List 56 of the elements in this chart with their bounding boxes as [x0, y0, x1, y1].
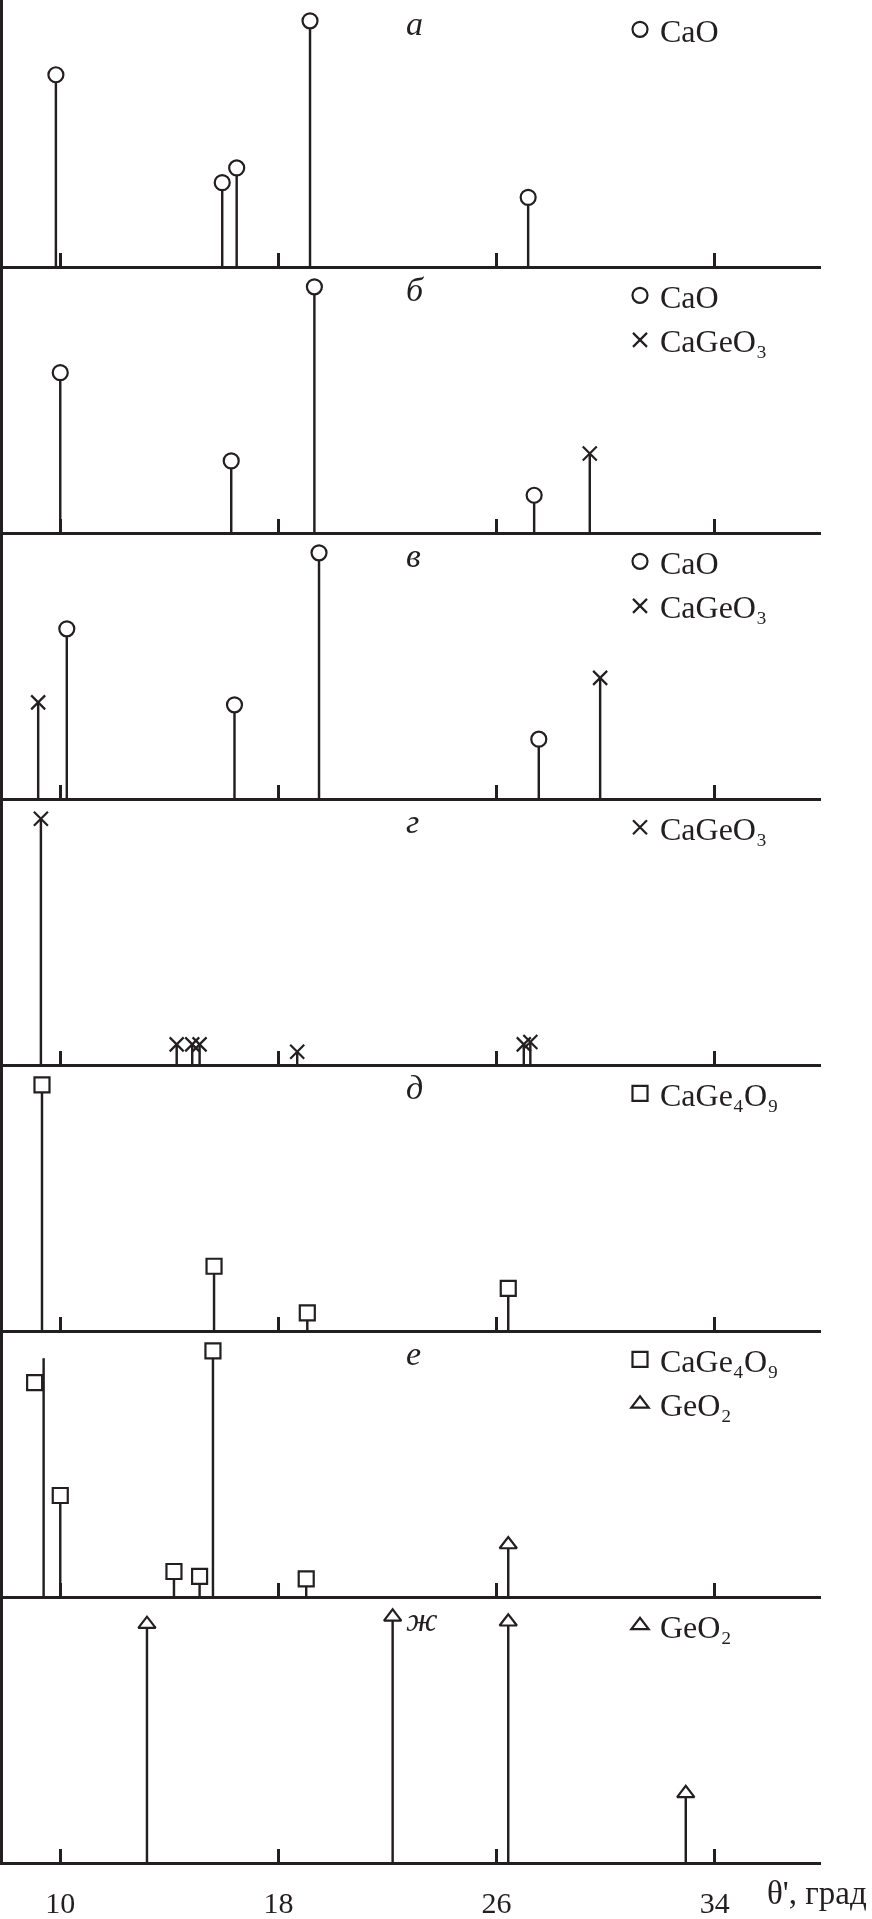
- point: [310, 544, 328, 562]
- point: [499, 1279, 517, 1297]
- chart-title: е: [406, 1335, 422, 1372]
- x-tick-label: 26: [481, 1885, 512, 1919]
- point: [498, 1535, 519, 1550]
- chart-title: д: [406, 1069, 424, 1106]
- point: [33, 1076, 51, 1094]
- point: [30, 694, 47, 711]
- legend-label: CaGeO₃: [660, 810, 768, 847]
- chart-title: а: [406, 5, 423, 42]
- point: [297, 1570, 315, 1588]
- point: [592, 669, 609, 686]
- point: [137, 1615, 157, 1630]
- legend-label: CaGeO₃: [660, 589, 768, 626]
- x-tick-label: 34: [699, 1885, 730, 1919]
- point: [581, 445, 598, 462]
- point: [522, 1033, 539, 1051]
- point: [225, 696, 244, 714]
- point: [47, 66, 65, 84]
- point: [51, 1486, 69, 1505]
- point: [289, 1043, 306, 1060]
- legend-label: CaO: [660, 278, 719, 315]
- point: [213, 174, 231, 192]
- point: [165, 1562, 183, 1581]
- point: [519, 188, 537, 206]
- point: [305, 278, 323, 296]
- point: [190, 1567, 209, 1585]
- point: [58, 620, 76, 638]
- x-tick-label: 18: [263, 1885, 294, 1919]
- chart-title: в: [406, 537, 421, 574]
- point: [32, 810, 49, 827]
- point: [530, 730, 548, 748]
- chart-title: ж: [406, 1601, 438, 1638]
- chart-title: б: [406, 271, 425, 308]
- point: [205, 1257, 223, 1275]
- point: [204, 1342, 222, 1360]
- point: [515, 1036, 532, 1053]
- chart-title: г: [406, 803, 420, 840]
- legend-label: CaGe₄O₉: [660, 1342, 779, 1379]
- point: [51, 364, 69, 382]
- point: [191, 1036, 208, 1053]
- legend-label: CaGeO₃: [660, 323, 768, 360]
- legend-label: GeO₂: [660, 1387, 732, 1424]
- legend-label: CaGe₄O₉: [660, 1076, 779, 1113]
- legend-label: GeO₂: [660, 1608, 732, 1645]
- point: [222, 452, 240, 470]
- x-tick-label: 10: [45, 1885, 76, 1919]
- point: [228, 159, 246, 177]
- point: [298, 1304, 316, 1322]
- point: [676, 1784, 696, 1799]
- legend-label: CaO: [660, 544, 719, 581]
- point: [26, 1374, 44, 1392]
- x-axis-title: θ', град: [767, 1875, 867, 1911]
- point: [301, 12, 319, 30]
- point: [525, 486, 543, 504]
- legend-label: CaO: [660, 12, 719, 49]
